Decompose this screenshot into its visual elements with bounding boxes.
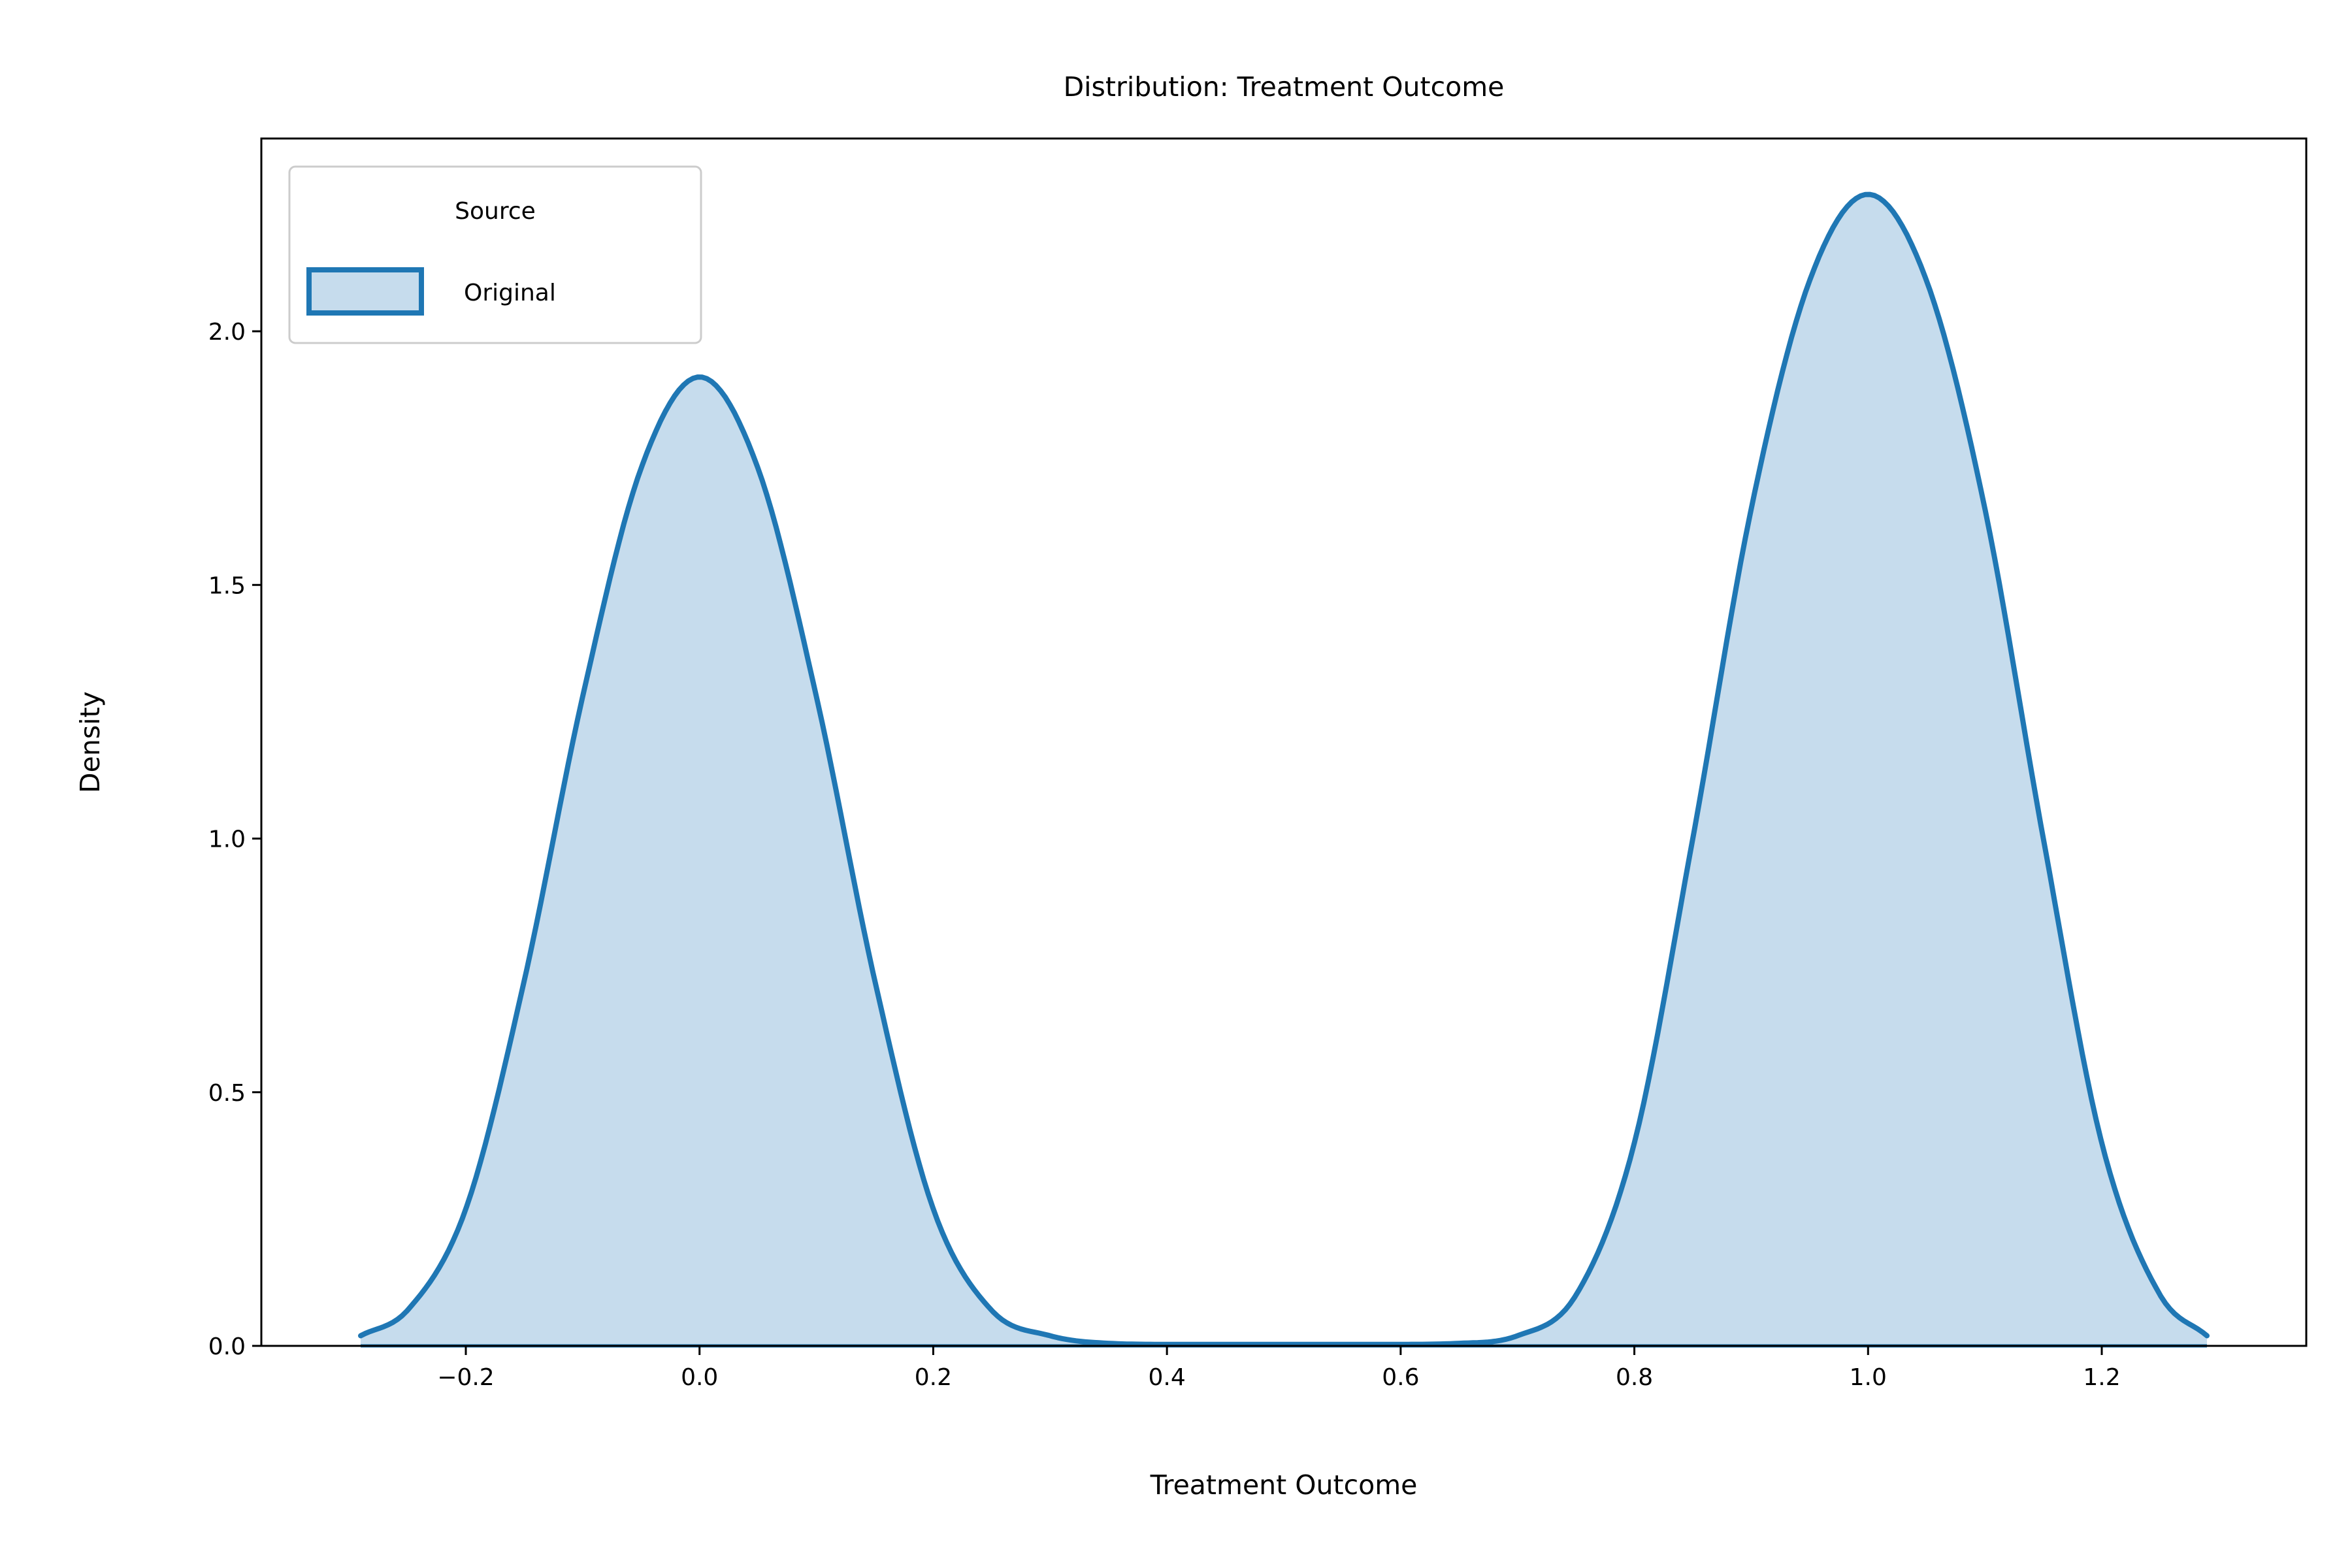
- y-axis: 0.0 0.5 1.0 1.5 2.0: [208, 319, 261, 1360]
- x-tick-label: 1.2: [2083, 1364, 2120, 1391]
- x-axis: −0.2 0.0 0.2 0.4 0.6 0.8 1.0 1.2: [437, 1346, 2121, 1391]
- legend-swatch-original: [306, 267, 424, 316]
- axes-frame: [260, 137, 2308, 1347]
- legend-label-original: Original: [464, 280, 556, 306]
- x-tick-label: 0.8: [1616, 1364, 1653, 1391]
- density-fill-original: [361, 194, 2207, 1347]
- x-tick-label: 1.0: [1850, 1364, 1887, 1391]
- x-tick-label: 0.2: [915, 1364, 952, 1391]
- chart-title: Distribution: Treatment Outcome: [1064, 71, 1505, 103]
- y-tick-label: 1.0: [208, 826, 246, 853]
- y-tick-label: 1.5: [208, 572, 246, 599]
- legend-box: [288, 165, 702, 344]
- x-tick-label: 0.4: [1149, 1364, 1186, 1391]
- y-tick-label: 2.0: [208, 319, 246, 346]
- x-tick-label: −0.2: [437, 1364, 494, 1391]
- x-tick-label: 0.6: [1382, 1364, 1419, 1391]
- legend-title: Source: [455, 198, 536, 225]
- y-axis-label: Density: [74, 691, 106, 793]
- y-tick-label: 0.0: [208, 1333, 246, 1360]
- x-tick-label: 0.0: [681, 1364, 718, 1391]
- x-axis-label: Treatment Outcome: [1150, 1469, 1418, 1501]
- legend: Source Original: [288, 165, 702, 344]
- y-tick-label: 0.5: [208, 1080, 246, 1107]
